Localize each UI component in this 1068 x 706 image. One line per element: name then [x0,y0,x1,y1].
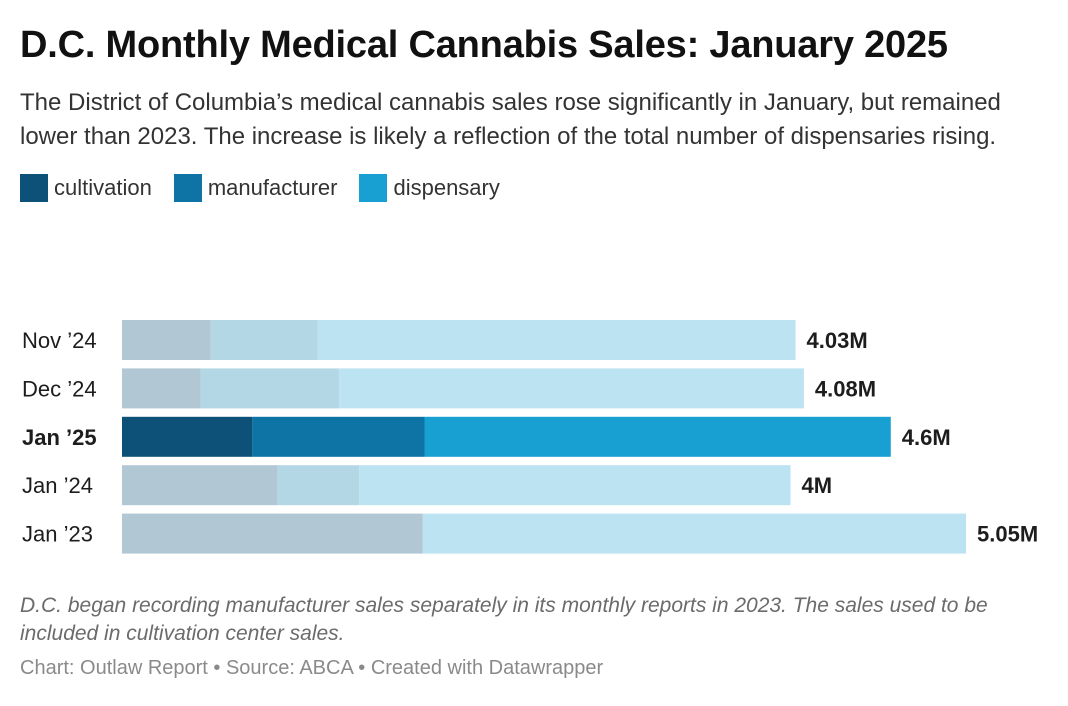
chart-subtitle: The District of Columbia’s medical canna… [20,89,1001,150]
bar-segment-jan-25-dispensary [424,416,891,457]
legend-label-manufacturer: manufacturer [207,175,338,200]
legend-item-dispensary: dispensary [359,174,500,202]
legend: cultivation manufacturer dispensary [20,174,1050,202]
legend-item-manufacturer: manufacturer [173,174,338,202]
bar-segment-jan-23-cultivation [122,513,423,554]
chart-credit: Chart: Outlaw Report • Source: ABCA • Cr… [20,657,604,679]
legend-label-dispensary: dispensary [393,175,500,200]
bar-segment-nov-24-cultivation [122,320,211,360]
bar-segment-dec-24-dispensary [339,368,804,409]
bar-segment-jan-23-dispensary [422,513,967,554]
legend-swatch-dispensary [359,174,388,202]
total-label-nov-24: 4.03M [807,328,868,353]
category-label-jan-25: Jan ’25 [22,425,97,450]
bar-segment-jan-25-cultivation [122,416,253,457]
bar-segment-nov-24-manufacturer [210,320,318,360]
chart-title: D.C. Monthly Medical Cannabis Sales: Jan… [20,24,948,66]
bar-segment-nov-24-dispensary [317,320,796,360]
category-label-dec-24: Dec ’24 [22,376,97,401]
total-label-jan-24: 4M [802,473,833,498]
bar-segment-jan-24-dispensary [359,465,791,506]
total-label-dec-24: 4.08M [815,376,876,401]
total-label-jan-25: 4.6M [902,425,951,450]
bar-segment-jan-25-manufacturer [252,416,425,457]
bar-segment-jan-24-manufacturer [277,465,360,506]
legend-swatch-manufacturer [173,174,202,202]
chart-notes: D.C. began recording manufacturer sales … [20,594,988,645]
category-label-nov-24: Nov ’24 [22,328,97,353]
bar-segment-dec-24-cultivation [122,368,201,409]
stacked-bar-chart: Nov ’24 4.03M Dec ’24 4.08M Jan ’25 4.6M Jan ’… [22,320,1038,554]
total-label-jan-23: 5.05M [977,522,1038,547]
category-label-jan-24: Jan ’24 [22,473,93,498]
chart-header: D.C. Monthly Medical Cannabis Sales: Jan… [20,22,1050,202]
category-label-jan-23: Jan ’23 [22,522,93,547]
bar-segment-dec-24-manufacturer [200,368,340,409]
legend-label-cultivation: cultivation [54,175,152,200]
bar-segment-jan-24-cultivation [122,465,278,506]
legend-swatch-cultivation [20,174,48,202]
legend-item-cultivation: cultivation [20,174,152,202]
